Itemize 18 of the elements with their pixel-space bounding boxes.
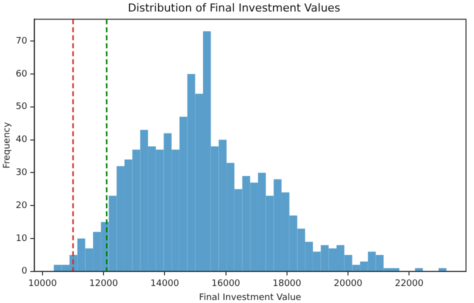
x-tick-label: 10000: [28, 279, 58, 290]
y-tick-label: 60: [16, 69, 28, 80]
x-tick-label: 12000: [89, 279, 118, 290]
x-tick-label: 16000: [212, 279, 240, 290]
y-tick-label: 20: [16, 200, 28, 211]
y-tick-label: 40: [16, 135, 28, 146]
y-tick-label: 10: [16, 234, 28, 244]
y-tick-label: 50: [16, 102, 28, 112]
x-tick-label: 14000: [150, 279, 180, 290]
x-tick-label: 20000: [334, 279, 363, 290]
y-tick-label: 0: [22, 266, 28, 277]
x-tick-label: 22000: [394, 279, 424, 290]
y-tick-label: 30: [16, 168, 28, 178]
y-tick-label: 70: [16, 36, 28, 46]
y-axis-title: Frequency: [2, 121, 13, 169]
x-axis-title: Final Investment Value: [199, 292, 302, 303]
chart-title: Distribution of Final Investment Values: [128, 1, 340, 14]
x-tick-label: 18000: [272, 279, 302, 290]
